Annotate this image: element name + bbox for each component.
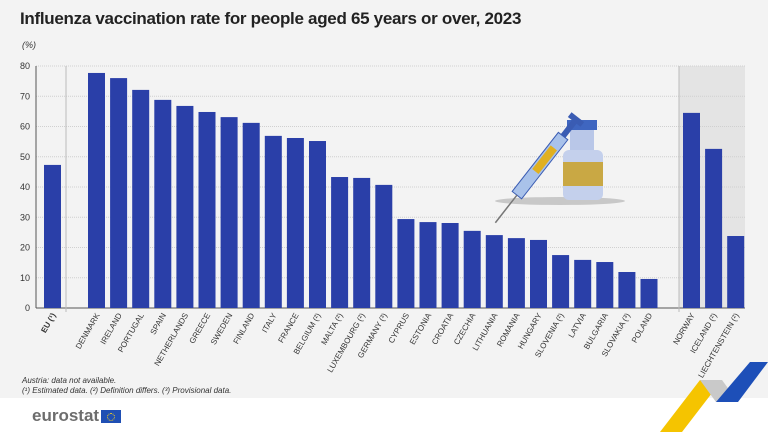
bar-bulgaria [596,262,614,308]
x-tick-label: POLAND [630,311,654,344]
y-tick-label: 20 [20,243,30,253]
bar-france [286,137,304,308]
note-austria: Austria: data not available. [22,376,117,385]
bar-portugal [132,89,150,309]
bar-denmark [88,72,105,309]
bar-italy [264,135,282,308]
eurostat-logo: eurostat [32,406,122,426]
bar-croatia [441,222,459,308]
vaccine-illustration-icon [494,112,625,224]
footnotes: Austria: data not available. (¹) Estimat… [22,376,231,396]
bar-estonia [419,222,437,308]
x-tick-label: FRANCE [276,312,300,345]
y-tick-label: 30 [20,212,30,222]
bar-luxembourg [353,177,371,308]
bar-belgium [309,141,326,308]
bar-iceland [705,148,723,308]
x-tick-label: EU (¹) [39,311,58,334]
y-tick-label: 0 [25,303,30,313]
note-flags: (¹) Estimated data. (²) Definition diffe… [22,386,232,395]
x-tick-label: GREECE [188,312,213,346]
x-tick-label: LATVIA [567,311,589,339]
y-tick-label: 40 [20,182,30,192]
y-axis-unit: (%) [22,40,36,50]
y-tick-label: 60 [20,122,30,132]
logo-text: eurostat [32,406,100,425]
bar-sweden [220,117,238,308]
bar-liechtenstein [727,236,745,308]
bar-netherlands [176,105,194,309]
y-tick-label: 10 [20,273,30,283]
bar-slovakia [618,272,636,308]
y-tick-label: 80 [20,61,30,71]
y-tick-label: 50 [20,152,30,162]
x-tick-label: DENMARK [74,311,102,351]
ribbon-decoration-icon [660,362,768,432]
bar-slovenia [552,255,570,308]
bar-lithuania [485,235,503,308]
bar-germany [375,184,393,308]
chart-title: Influenza vaccination rate for people ag… [20,9,522,28]
bar-cyprus [397,219,415,308]
bar-finland [242,122,260,309]
bar-malta [331,177,349,308]
x-tick-label: SPAIN [149,311,169,336]
bar-spain [154,99,172,308]
eu-flag-icon [101,409,122,423]
bar-eu [44,164,61,308]
bar-greece [198,111,216,308]
bar-norway [683,112,700,308]
y-tick-label: 70 [20,91,30,101]
bar-latvia [574,259,592,308]
bar-ireland [110,78,128,308]
bar-romania [507,238,525,308]
bar-poland [640,278,658,308]
x-tick-label: CYPRUS [387,312,411,345]
x-tick-label: FINLAND [232,311,257,345]
bar-czechia [463,230,481,308]
bar-hungary [530,239,547,308]
x-tick-label: ITALY [260,311,279,334]
